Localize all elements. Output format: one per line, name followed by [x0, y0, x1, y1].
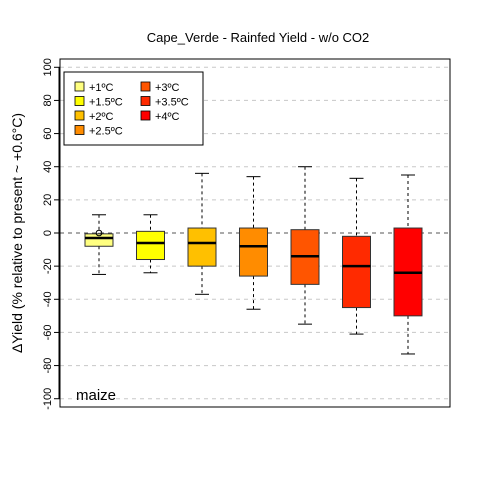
legend-swatch — [74, 110, 85, 121]
legend-item: +2.5ºC — [74, 125, 123, 138]
iqr-box — [342, 235, 371, 309]
legend-item: +1.5ºC — [74, 96, 123, 109]
legend-swatch — [140, 110, 151, 121]
legend: +1ºC +1.5ºC +2ºC +2.5ºC +3ºC +3.5ºC +4ºC — [63, 71, 204, 146]
plot-frame — [59, 58, 451, 408]
iqr-box — [136, 230, 165, 261]
legend-swatch — [74, 96, 85, 106]
y-tick-label: -60 — [42, 324, 54, 340]
iqr-box — [187, 227, 217, 267]
y-axis-label: ΔYield (% relative to present ~ +0.6°C) — [9, 113, 25, 353]
y-tick-label: -40 — [42, 291, 54, 307]
box-2 — [136, 214, 165, 274]
chart-title: Cape_Verde - Rainfed Yield - w/o CO2 — [147, 30, 370, 45]
legend-item: +4ºC — [140, 110, 180, 123]
y-tick-label: 60 — [42, 127, 54, 139]
legend-label: +4ºC — [155, 111, 180, 123]
box-7 — [393, 174, 423, 355]
y-tick-label: 40 — [42, 161, 54, 173]
crop-label: maize — [76, 387, 116, 404]
y-axis: -100 -80 -60 -40 -20 0 20 40 60 80 100 — [42, 58, 60, 410]
data-point — [95, 229, 103, 237]
legend-swatch — [140, 96, 151, 106]
legend-item: +3ºC — [140, 81, 180, 94]
y-tick-label: 80 — [42, 94, 54, 106]
legend-label: +3.5ºC — [155, 97, 189, 109]
legend-item: +1ºC — [74, 81, 114, 94]
box-layer — [84, 166, 423, 355]
legend-label: +1.5ºC — [89, 97, 123, 109]
y-tick-label: -100 — [42, 388, 54, 410]
legend-item: +3.5ºC — [140, 96, 189, 109]
legend-swatch — [74, 125, 85, 135]
box-1 — [84, 214, 114, 275]
legend-label: +2ºC — [89, 111, 114, 123]
y-tick-label: -20 — [42, 258, 54, 274]
legend-label: +2.5ºC — [89, 126, 123, 138]
box-3 — [187, 172, 217, 295]
iqr-box — [239, 227, 268, 277]
legend-box — [63, 71, 204, 146]
legend-swatch — [74, 81, 85, 92]
legend-label: +1ºC — [89, 82, 114, 94]
box-5 — [290, 166, 320, 325]
box-4 — [239, 176, 268, 310]
y-tick-label: 100 — [42, 58, 54, 76]
legend-label: +3ºC — [155, 82, 180, 94]
legend-swatch — [140, 81, 151, 92]
y-tick-label: 0 — [42, 230, 54, 236]
legend-item: +2ºC — [74, 110, 114, 123]
y-tick-label: 20 — [42, 194, 54, 206]
y-tick-label: -80 — [42, 358, 54, 374]
box-6 — [342, 177, 371, 335]
